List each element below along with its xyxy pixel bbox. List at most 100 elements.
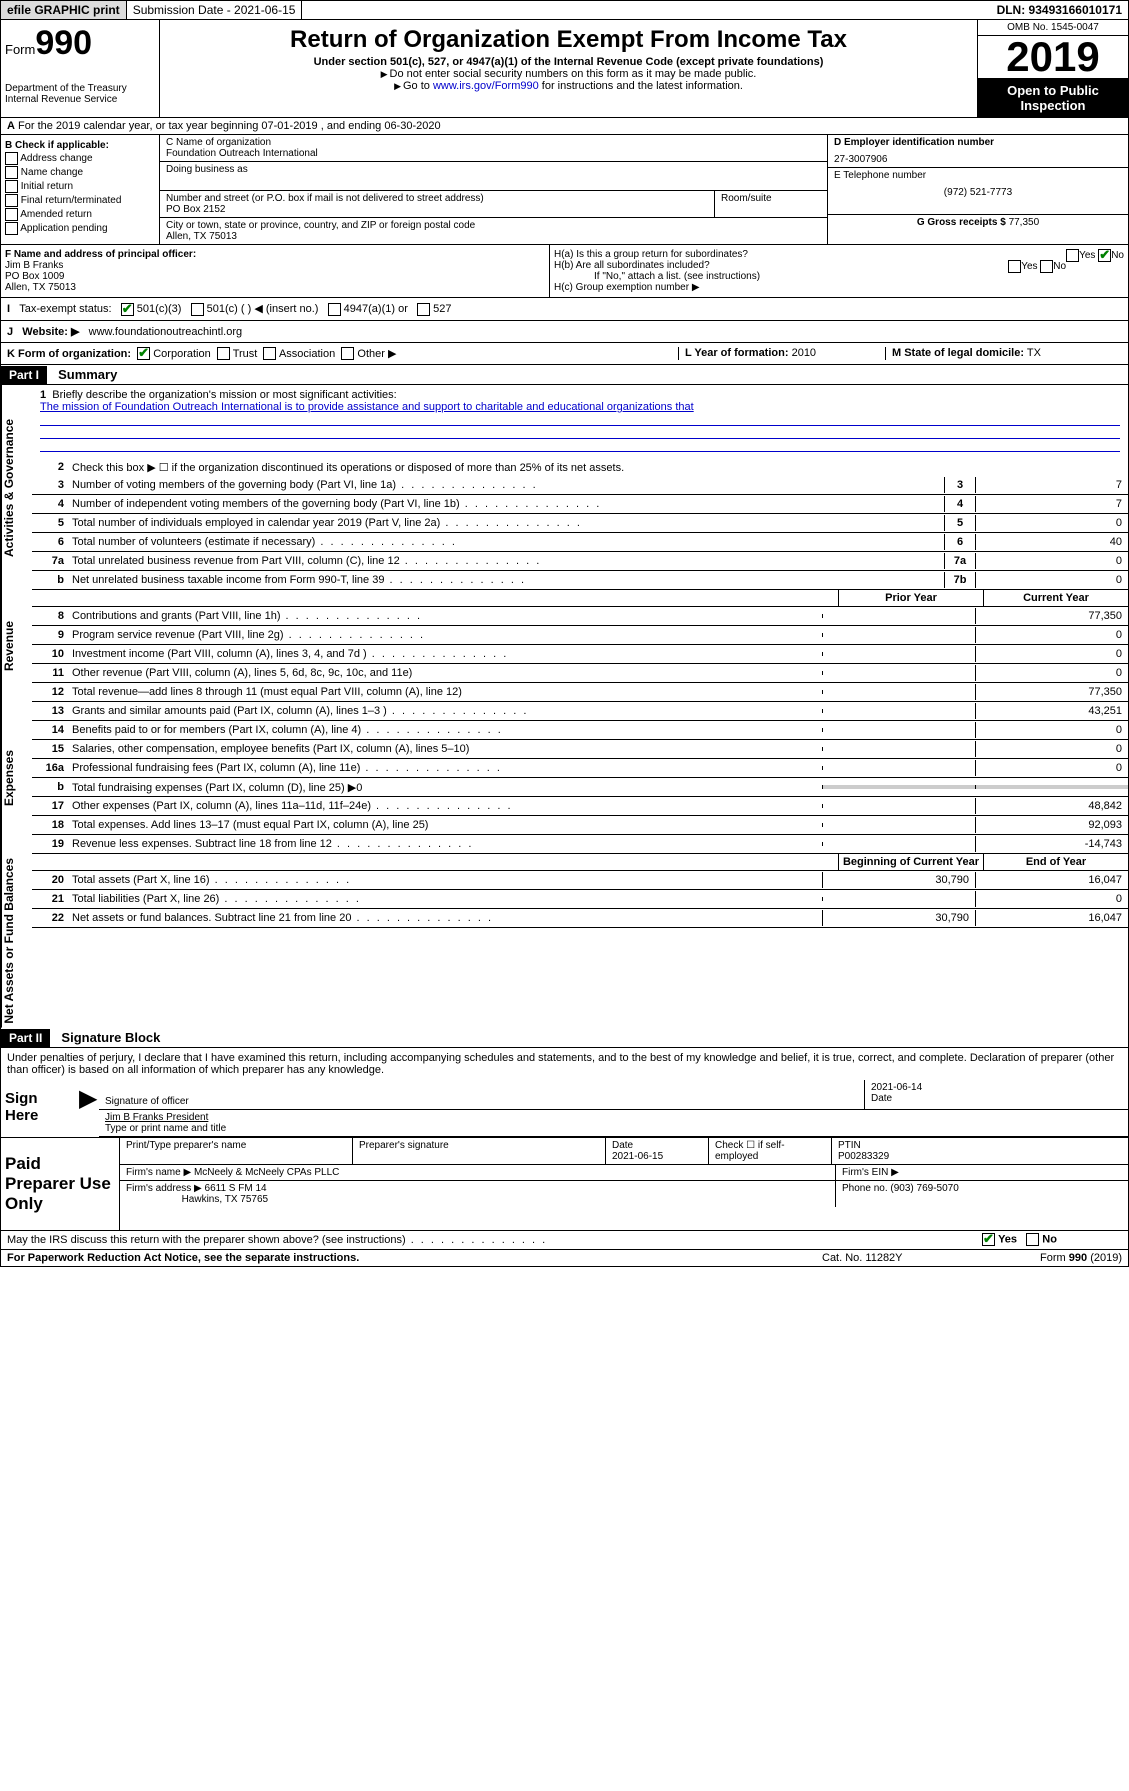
form-header: Form990 Department of the Treasury Inter… (1, 20, 1128, 118)
efile-label[interactable]: efile GRAPHIC print (1, 1, 127, 19)
firm-name: McNeely & McNeely CPAs PLLC (194, 1167, 339, 1178)
cb-501c3[interactable] (121, 303, 134, 316)
val-14: 0 (975, 722, 1128, 738)
col-h-group: H(a) Is this a group return for subordin… (550, 245, 1128, 297)
addr-value: PO Box 2152 (166, 204, 708, 215)
sig-officer-label: Signature of officer (105, 1096, 858, 1107)
addr-label: Number and street (or P.O. box if mail i… (166, 193, 708, 204)
form-990: efile GRAPHIC print Submission Date - 20… (0, 0, 1129, 1267)
col-f-officer: F Name and address of principal officer:… (1, 245, 550, 297)
prep-name-label: Print/Type preparer's name (120, 1138, 353, 1164)
paperwork-notice: For Paperwork Reduction Act Notice, see … (7, 1252, 822, 1264)
line-1-mission: 1 Briefly describe the organization's mi… (32, 385, 1128, 458)
form-number: 990 (35, 24, 92, 62)
cb-hb-yes[interactable] (1008, 260, 1021, 273)
firm-phone: (903) 769-5070 (890, 1183, 958, 1194)
cb-discuss-yes[interactable] (982, 1233, 995, 1246)
print-name-label: Type or print name and title (105, 1123, 1122, 1134)
tel-label: E Telephone number (834, 170, 1122, 181)
cb-initial[interactable] (5, 180, 18, 193)
part2-header: Part II Signature Block (1, 1028, 1128, 1048)
row-a-tax-year: A For the 2019 calendar year, or tax yea… (1, 118, 1128, 135)
val-16a: 0 (975, 760, 1128, 776)
dln: DLN: 93493166010171 (991, 1, 1128, 19)
side-revenue: Revenue (1, 590, 32, 702)
form-label: Form (5, 42, 35, 57)
expenses-section: Expenses 13Grants and similar amounts pa… (1, 702, 1128, 854)
cb-final[interactable] (5, 194, 18, 207)
val-8: 77,350 (975, 608, 1128, 624)
val-21p (822, 897, 975, 901)
val-7b: 0 (975, 572, 1128, 588)
val-12: 77,350 (975, 684, 1128, 700)
val-13: 43,251 (975, 703, 1128, 719)
prep-date: 2021-06-15 (612, 1151, 663, 1162)
cb-4947[interactable] (328, 303, 341, 316)
row-k-org-form: K Form of organization: Corporation Trus… (1, 343, 1128, 366)
governance-section: Activities & Governance 1 Briefly descri… (1, 385, 1128, 590)
header-right: OMB No. 1545-0047 2019 Open to Public In… (977, 20, 1128, 117)
hdr-prior: Prior Year (838, 590, 983, 606)
cb-527[interactable] (417, 303, 430, 316)
year-formation: 2010 (792, 347, 816, 359)
revenue-section: Revenue Prior YearCurrent Year 8Contribu… (1, 590, 1128, 702)
top-bar: efile GRAPHIC print Submission Date - 20… (1, 1, 1128, 20)
col-right: D Employer identification number 27-3007… (827, 135, 1128, 244)
val-22p: 30,790 (822, 910, 975, 926)
hdr-begin: Beginning of Current Year (838, 854, 983, 870)
val-11: 0 (975, 665, 1128, 681)
form-footer: For Paperwork Reduction Act Notice, see … (1, 1250, 1128, 1266)
cb-ha-no[interactable] (1098, 249, 1111, 262)
val-22c: 16,047 (975, 910, 1128, 926)
val-17: 48,842 (975, 798, 1128, 814)
line-2: Check this box ▶ ☐ if the organization d… (68, 459, 1128, 476)
officer-addr1: PO Box 1009 (5, 271, 545, 282)
header-left: Form990 Department of the Treasury Inter… (1, 20, 160, 117)
section-bc: B Check if applicable: Address change Na… (1, 135, 1128, 245)
paid-label: Paid Preparer Use Only (1, 1138, 120, 1230)
signature-block: Under penalties of perjury, I declare th… (1, 1048, 1128, 1138)
sig-date-label: Date (871, 1093, 1122, 1104)
form-subtitle: Under section 501(c), 527, or 4947(a)(1)… (164, 56, 973, 68)
hdr-end: End of Year (983, 854, 1128, 870)
side-net: Net Assets or Fund Balances (1, 854, 32, 1028)
side-expenses: Expenses (1, 702, 32, 854)
firm-addr2: Hawkins, TX 75765 (182, 1194, 269, 1205)
ptin-value: P00283329 (838, 1151, 889, 1162)
cb-name-change[interactable] (5, 166, 18, 179)
cb-address-change[interactable] (5, 152, 18, 165)
sig-date: 2021-06-14 (871, 1082, 1122, 1093)
cb-pending[interactable] (5, 222, 18, 235)
ein-label: D Employer identification number (834, 137, 994, 148)
cb-other[interactable] (341, 347, 354, 360)
cb-ha-yes[interactable] (1066, 249, 1079, 262)
mission-text: The mission of Foundation Outreach Inter… (40, 401, 694, 413)
cb-assoc[interactable] (263, 347, 276, 360)
val-6: 40 (975, 534, 1128, 550)
firm-ein-label: Firm's EIN ▶ (836, 1165, 1128, 1180)
org-name: Foundation Outreach International (166, 148, 821, 159)
val-21c: 0 (975, 891, 1128, 907)
val-18: 92,093 (975, 817, 1128, 833)
gross-label: G Gross receipts $ (917, 217, 1006, 228)
net-assets-section: Net Assets or Fund Balances Beginning of… (1, 854, 1128, 1028)
prep-sig-label: Preparer's signature (353, 1138, 606, 1164)
side-governance: Activities & Governance (1, 385, 32, 590)
irs-link[interactable]: www.irs.gov/Form990 (433, 80, 539, 92)
form-ref: Form 990 (2019) (982, 1252, 1122, 1264)
val-15: 0 (975, 741, 1128, 757)
dept-label: Department of the Treasury Internal Reve… (5, 83, 155, 105)
cb-corp[interactable] (137, 347, 150, 360)
cb-501c[interactable] (191, 303, 204, 316)
section-fh: F Name and address of principal officer:… (1, 245, 1128, 298)
cb-discuss-no[interactable] (1026, 1233, 1039, 1246)
note-link: Go to www.irs.gov/Form990 for instructio… (164, 80, 973, 92)
cb-hb-no[interactable] (1040, 260, 1053, 273)
cb-amended[interactable] (5, 208, 18, 221)
officer-print-name: Jim B Franks President (105, 1112, 1122, 1123)
website-value: www.foundationoutreachintl.org (89, 326, 242, 338)
cb-trust[interactable] (217, 347, 230, 360)
ein-value: 27-3007906 (834, 154, 1122, 165)
val-20c: 16,047 (975, 872, 1128, 888)
val-5: 0 (975, 515, 1128, 531)
